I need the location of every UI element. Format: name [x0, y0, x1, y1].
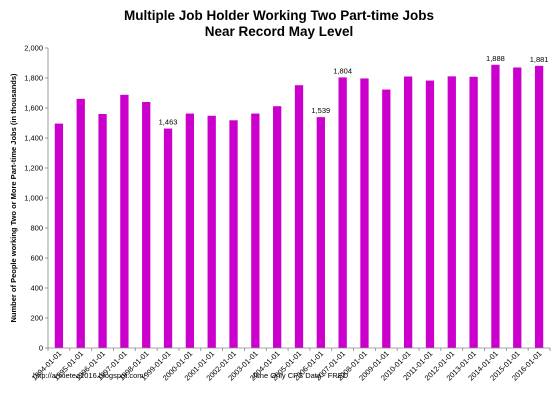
data-label-2014-01-01: 1,888 [486, 54, 505, 63]
chart-title-line-1: Multiple Job Holder Working Two Part-tim… [124, 8, 434, 23]
bar-2013-01-01 [469, 76, 478, 349]
bar-2009-01-01 [382, 89, 391, 349]
footer-source-url: http://anxietea2016.blogspot.com/ [33, 371, 146, 380]
bar-1994-01-01 [54, 123, 64, 348]
data-label-2006-01-01: 1,539 [311, 106, 330, 115]
bar-2008-01-01 [360, 78, 369, 348]
chart-title-line-2: Near Record May Level [205, 24, 354, 39]
y-tick-label: 1,200 [24, 164, 43, 173]
bars [54, 64, 544, 349]
bar-2015-01-01 [513, 67, 522, 348]
bar-2001-01-01 [207, 115, 216, 348]
bar-2002-01-01 [229, 120, 238, 348]
y-tick-label: 0 [39, 344, 43, 353]
bar-2012-01-01 [447, 76, 456, 348]
bar-2016-01-01 [534, 65, 544, 348]
y-tick-label: 1,800 [24, 74, 43, 83]
y-tick-label: 400 [30, 284, 43, 293]
bar-1998-01-01 [142, 102, 151, 348]
y-tick-label: 200 [30, 314, 43, 323]
bar-2003-01-01 [251, 113, 260, 348]
bar-2000-01-01 [185, 113, 195, 348]
y-axis: 0 200 400 600 800 1,000 1,200 1,400 1,600 1,800 2,… [9, 44, 49, 353]
data-label-2016-01-01: 1,881 [530, 55, 549, 64]
data-labels: 1,463 1,539 1,804 1,888 1,881 [159, 54, 549, 127]
footer-data-note: June Only CPS Data - FRED [252, 371, 349, 380]
y-tick-label: 2,000 [24, 44, 43, 53]
y-tick-label: 800 [30, 224, 43, 233]
bar-1999-01-01 [163, 128, 173, 348]
y-tick-label: 1,600 [24, 104, 43, 113]
bar-1997-01-01 [120, 94, 129, 348]
bar-2007-01-01 [338, 77, 347, 349]
chart-title: Multiple Job Holder Working Two Part-tim… [124, 8, 434, 39]
bar-1995-01-01 [76, 98, 85, 348]
y-tick-label: 600 [30, 254, 43, 263]
y-tick-label: 1,400 [24, 134, 43, 143]
bar-1996-01-01 [98, 114, 107, 348]
footer: http://anxietea2016.blogspot.com/ June O… [33, 371, 349, 380]
bar-2004-01-01 [273, 106, 282, 348]
data-label-1999-01-01: 1,463 [159, 118, 178, 127]
y-axis-title: Number of People working Two or More Par… [9, 73, 18, 323]
bar-2005-01-01 [294, 85, 304, 348]
data-label-2007-01-01: 1,804 [333, 66, 352, 75]
bar-2014-01-01 [491, 64, 500, 349]
bar-2011-01-01 [425, 80, 435, 349]
y-tick-label: 1,000 [24, 194, 43, 203]
bar-2010-01-01 [403, 76, 413, 348]
bar-2006-01-01 [316, 117, 325, 349]
